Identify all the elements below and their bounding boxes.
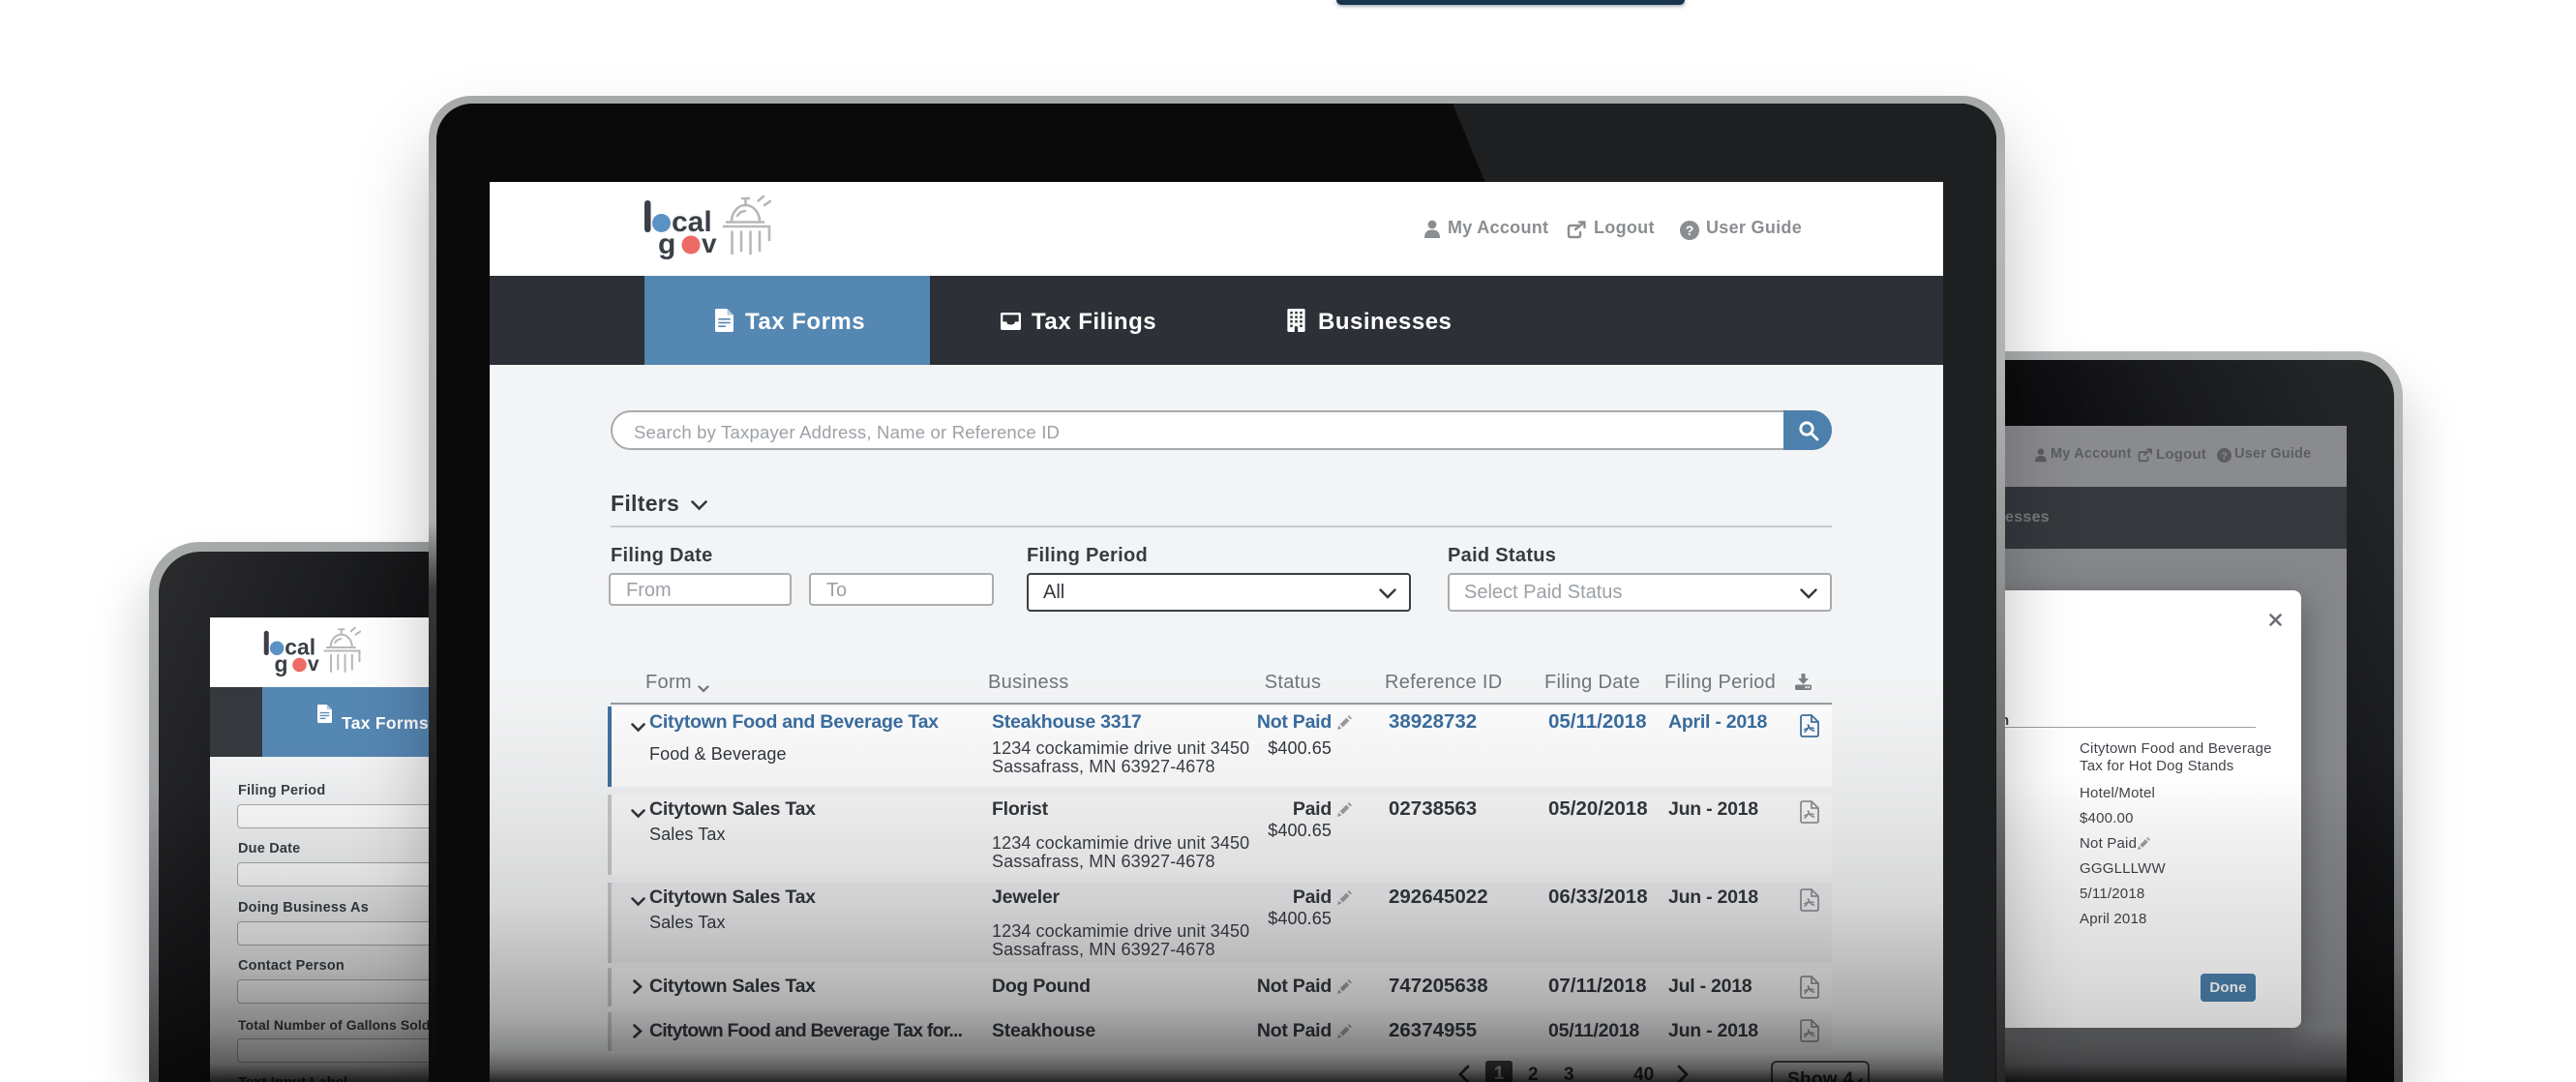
svg-text:g: g (658, 228, 675, 260)
svg-text:v: v (308, 652, 319, 676)
svg-text:g: g (274, 651, 287, 676)
svg-text:?: ? (1686, 223, 1694, 238)
svg-text:v: v (702, 228, 717, 258)
